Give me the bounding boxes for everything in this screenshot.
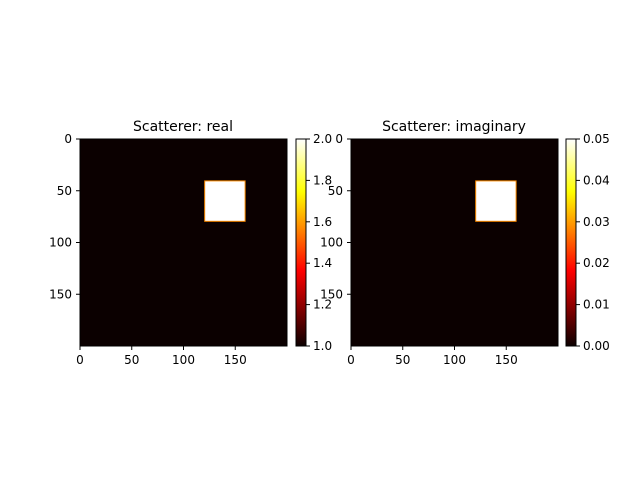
colorbar-imaginary: 0.00 0.01 0.02 0.03 0.04 0.05	[565, 132, 610, 353]
y-tick-label-real: 150	[49, 287, 72, 301]
colorbar-tick-label-imaginary: 0.02	[583, 256, 610, 270]
chart-title-real: Scatterer: real	[133, 119, 233, 135]
y-tick-label-real: 0	[64, 132, 72, 146]
x-tick-label-real: 50	[124, 353, 139, 367]
colorbar-frame-imaginary	[565, 138, 577, 347]
colorbar-tick-label-imaginary: 0.05	[583, 132, 610, 146]
x-tick-label-imaginary: 50	[395, 353, 410, 367]
x-tick-label-imaginary: 100	[443, 353, 466, 367]
y-tick-label-imaginary: 100	[320, 236, 343, 250]
chart-title-imaginary: Scatterer: imaginary	[382, 119, 526, 135]
y-tick-label-imaginary: 50	[328, 184, 343, 198]
x-tick-label-imaginary: 150	[495, 353, 518, 367]
x-tick-label-imaginary: 0	[347, 353, 355, 367]
colorbar-frame-real	[295, 138, 307, 347]
colorbar-tick-label-imaginary: 0.00	[583, 339, 610, 353]
y-tick-label-real: 100	[49, 236, 72, 250]
scatterer-block-real	[205, 181, 245, 221]
heatmap-imaginary: 0 50 100 150 0 50 100 150	[320, 132, 559, 367]
y-tick-label-imaginary: 150	[320, 287, 343, 301]
y-tick-label-real: 50	[57, 184, 72, 198]
scatterer-block-imaginary	[476, 181, 516, 221]
x-tick-label-real: 0	[76, 353, 84, 367]
colorbar-tick-label-real: 1.4	[313, 256, 332, 270]
colorbar-gradient-imaginary	[566, 139, 576, 346]
colorbar-tick-label-real: 1.0	[313, 339, 332, 353]
x-tick-label-real: 100	[172, 353, 195, 367]
colorbar-gradient-real	[296, 139, 306, 346]
colorbar-tick-label-real: 1.6	[313, 215, 332, 229]
colorbar-tick-label-imaginary: 0.03	[583, 215, 610, 229]
subplot-imaginary: Scatterer: imaginary 0 50 100 150050100150 …	[320, 119, 610, 367]
x-tick-label-real: 150	[224, 353, 247, 367]
y-tick-label-imaginary: 0	[335, 132, 343, 146]
heatmap-background-imaginary	[351, 139, 558, 346]
heatmap-background-real	[80, 139, 287, 346]
heatmap-real: 0 50 100 150 0 50 100 150	[49, 132, 288, 367]
colorbar-tick-label-real: 1.8	[313, 173, 332, 187]
colorbar-tick-label-imaginary: 0.04	[583, 173, 610, 187]
colorbar-tick-label-real: 2.0	[313, 132, 332, 146]
colorbar-tick-label-imaginary: 0.01	[583, 298, 610, 312]
colorbar-tick-label-real: 1.2	[313, 298, 332, 312]
colorbar-real: 1.0 1.2 1.4 1.6 1.8 2.0	[295, 132, 332, 353]
